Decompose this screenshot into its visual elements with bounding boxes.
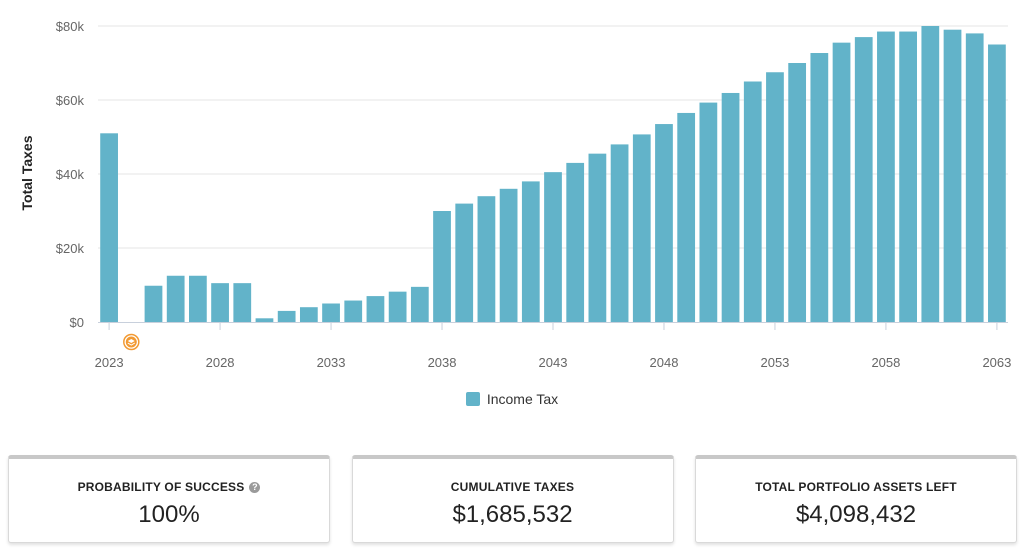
bar-2057[interactable] xyxy=(854,37,873,322)
bar-2063[interactable] xyxy=(988,44,1006,323)
x-tick-label: 2043 xyxy=(539,355,568,370)
tax-chart-svg: $0$20k$40k$60k$80k 2023 2028 2033 2038 2043 2… xyxy=(19,19,1011,370)
cumulative-taxes-card: CUMULATIVE TAXES $1,685,532 xyxy=(351,455,674,543)
bar-2046[interactable] xyxy=(610,144,629,322)
bar-2060[interactable] xyxy=(921,26,940,322)
bar-2023[interactable] xyxy=(100,133,118,322)
total-portfolio-assets-left-label: TOTAL PORTFOLIO ASSETS LEFT xyxy=(755,479,957,495)
y-tick-label: $0 xyxy=(70,315,84,330)
bar-2029[interactable] xyxy=(233,283,252,322)
marker-layer-top xyxy=(127,339,135,343)
bar-2052[interactable] xyxy=(743,81,762,323)
bar-2053[interactable] xyxy=(766,72,784,322)
bar-2038[interactable] xyxy=(433,211,451,322)
help-circle-icon[interactable]: ? xyxy=(249,481,261,493)
bar-2056[interactable] xyxy=(832,42,851,323)
bar-2033[interactable] xyxy=(322,303,340,323)
bar-2035[interactable] xyxy=(366,296,385,322)
y-axis-title: Total Taxes xyxy=(19,135,35,210)
bar-2032[interactable] xyxy=(299,307,318,322)
bar-2027[interactable] xyxy=(189,275,207,322)
x-tick-label: 2058 xyxy=(871,355,900,370)
annotation-markers xyxy=(123,333,140,351)
total-portfolio-assets-left-value: $4,098,432 xyxy=(795,501,917,528)
bar-2055[interactable] xyxy=(810,53,829,322)
bar-2049[interactable] xyxy=(677,112,696,322)
y-tick-label: $20k xyxy=(56,241,85,256)
bar-2043[interactable] xyxy=(544,172,562,322)
bar-2026[interactable] xyxy=(166,275,185,322)
x-tick-label: 2028 xyxy=(206,355,235,370)
x-tick-label: 2048 xyxy=(650,355,679,370)
cumulative-taxes-label-text: CUMULATIVE TAXES xyxy=(450,480,575,494)
bar-2042[interactable] xyxy=(521,181,540,322)
bar-2036[interactable] xyxy=(388,291,407,322)
bar-2044[interactable] xyxy=(566,162,585,322)
bar-2047[interactable] xyxy=(632,134,651,322)
bar-2034[interactable] xyxy=(344,300,363,322)
summary-cards: PROBABILITY OF SUCCESS ? 100% CUMULATIVE… xyxy=(8,455,1017,545)
bar-2059[interactable] xyxy=(899,31,917,323)
bar-2031[interactable] xyxy=(277,310,296,322)
probability-of-success-value: 100% xyxy=(138,501,200,528)
bar-2040[interactable] xyxy=(477,196,496,322)
cumulative-taxes-value: $1,685,532 xyxy=(452,501,573,528)
marker-layer-bottom xyxy=(127,342,136,346)
x-axis-ticks: 2023 2028 2033 2038 2043 2048 2053 2058 2063 xyxy=(95,322,1011,370)
probability-of-success-label-text: PROBABILITY OF SUCCESS xyxy=(77,480,245,494)
bar-2051[interactable] xyxy=(721,92,740,322)
bar-2054[interactable] xyxy=(788,63,807,322)
bar-2025[interactable] xyxy=(144,285,163,322)
bar-2030[interactable] xyxy=(255,318,274,322)
x-tick-label: 2053 xyxy=(760,355,789,370)
bar-2062[interactable] xyxy=(965,33,984,323)
bars xyxy=(100,26,1006,323)
bar-2037[interactable] xyxy=(410,286,429,322)
legend-swatch-income-tax xyxy=(465,392,480,406)
bar-2048[interactable] xyxy=(655,124,673,322)
y-axis-ticks: $0 $20k $40k $60k $80k xyxy=(56,19,85,330)
x-tick-label: 2023 xyxy=(95,355,124,370)
tax-chart: $0 $20k $40k $60k $80k 2023 2028 2033 2038 2043 2… xyxy=(19,19,1011,370)
bar-2050[interactable] xyxy=(699,102,718,322)
y-tick-label: $40k xyxy=(56,167,85,182)
legend-label-income-tax: Income Tax xyxy=(486,391,559,407)
y-tick-label: $60k xyxy=(56,93,85,108)
x-tick-label: 2063 xyxy=(982,355,1011,370)
bar-2039[interactable] xyxy=(455,203,474,322)
bar-2028[interactable] xyxy=(211,283,229,322)
probability-of-success-label: PROBABILITY OF SUCCESS ? xyxy=(78,479,261,495)
x-tick-label: 2038 xyxy=(428,355,457,370)
x-tick-label: 2033 xyxy=(317,355,346,370)
total-portfolio-assets-left-card: TOTAL PORTFOLIO ASSETS LEFT $4,098,432 xyxy=(695,455,1017,543)
bar-2045[interactable] xyxy=(588,153,607,322)
cumulative-taxes-label: CUMULATIVE TAXES xyxy=(451,479,574,495)
bar-2058[interactable] xyxy=(877,31,895,323)
total-portfolio-assets-left-label-text: TOTAL PORTFOLIO ASSETS LEFT xyxy=(755,480,957,494)
y-tick-label: $80k xyxy=(56,19,85,34)
layers-icon[interactable] xyxy=(123,333,140,351)
chart-legend[interactable]: Income Tax xyxy=(0,391,1024,407)
probability-of-success-card: PROBABILITY OF SUCCESS ? 100% xyxy=(8,455,330,543)
bar-2041[interactable] xyxy=(499,188,518,322)
bar-2061[interactable] xyxy=(943,29,962,322)
